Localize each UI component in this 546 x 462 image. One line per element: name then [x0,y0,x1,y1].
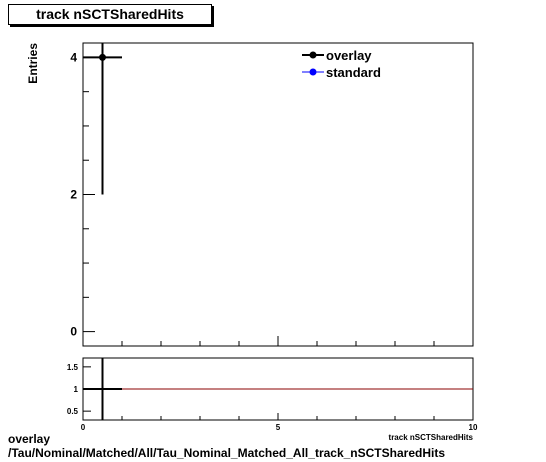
ratio-x-tick-label: 5 [276,423,281,432]
y-axis-title: Entries [26,43,40,84]
ratio-y-tick-label: 1.5 [67,363,79,372]
legend-standard-label: standard [326,65,381,80]
overlay-point [99,53,106,61]
legend-overlay-label: overlay [326,48,372,63]
footer-sample-label: overlay [8,432,51,446]
y-tick-label: 0 [70,325,77,339]
legend-overlay-marker [309,51,317,59]
ratio-x-tick-label: 0 [81,423,86,432]
y-tick-label: 4 [70,50,77,64]
legend-standard-marker [309,68,317,76]
ratio-y-tick-label: 1 [74,385,79,394]
ratio-x-tick-label: 10 [469,423,478,432]
chart-title: track nSCTSharedHits [8,4,212,25]
footer-histogram-path: /Tau/Nominal/Matched/All/Tau_Nominal_Mat… [8,446,445,460]
y-tick-label: 2 [70,188,77,202]
x-axis-title: track nSCTSharedHits [389,433,474,442]
plot-frame [82,42,474,347]
ratio-y-tick-label: 0.5 [67,407,79,416]
